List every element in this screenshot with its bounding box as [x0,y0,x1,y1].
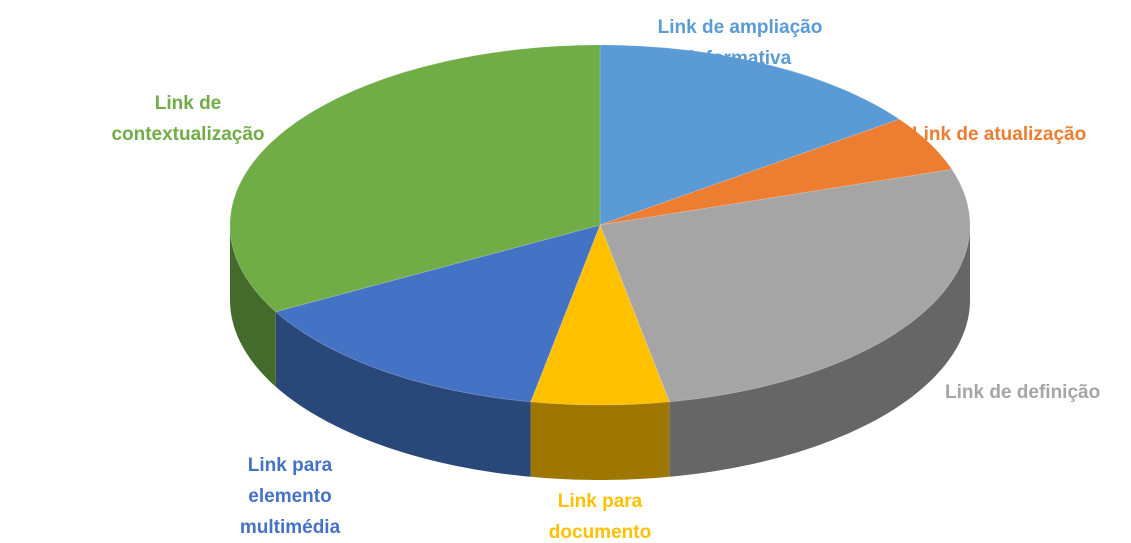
slice-label: Link de ampliação informativa [657,17,823,69]
slice [229,44,601,313]
slice [599,168,971,403]
slice-label: Link para documento [548,491,652,543]
slice-label: Link de atualização [912,124,1087,145]
slice-label: Link de definição [945,382,1101,403]
slice-side [230,225,276,387]
slice [529,223,671,406]
slice [599,44,901,226]
slice [274,224,601,403]
slice-side [275,311,531,477]
slice-label: Link de contextualização [111,93,265,145]
slice-side [669,225,970,477]
slice-label: Link para elemento multimédia [239,455,341,538]
slice [599,118,953,226]
slice-side [530,401,670,480]
